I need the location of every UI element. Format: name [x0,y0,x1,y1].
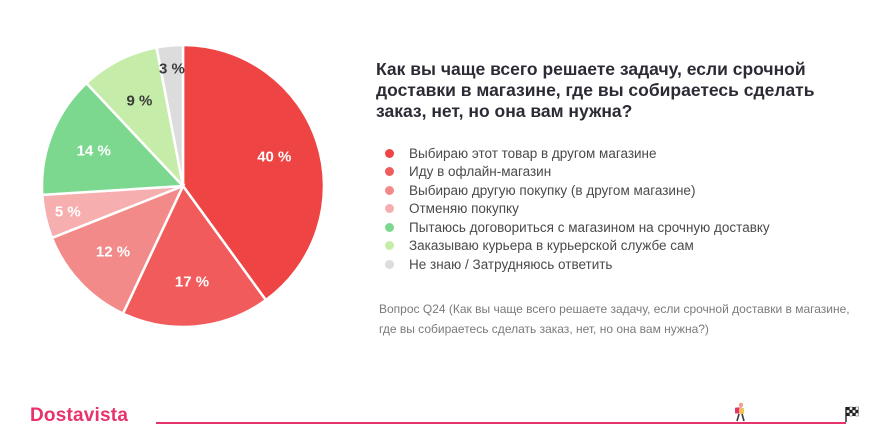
legend-item: Иду в офлайн-магазин [385,163,770,182]
question-note: Вопрос Q24 (Как вы чаще всего решаете за… [379,302,850,336]
pie-slice-3 [50,183,186,316]
pie-slice-2 [121,183,268,329]
pie-chart: 40 % 17 % 12 % 5 % 14 % 9 % 3 % [40,43,326,329]
progress-track-line [156,422,846,424]
pie-slices [40,43,326,329]
legend-item: Заказываю курьера в курьерской службе са… [385,237,770,256]
legend-label: Выбираю этот товар в другом магазине [409,145,657,161]
legend-dot-icon [385,185,394,195]
legend-dot-icon [385,204,394,214]
legend-item: Выбираю этот товар в другом магазине [385,144,770,163]
legend-dot-icon [385,148,394,158]
pie-labels: 40 % 17 % 12 % 5 % 14 % 9 % 3 % [55,61,292,291]
legend-item: Не знаю / Затрудняюсь ответить [385,255,770,274]
chart-title: Как вы чаще всего решаете задачу, если с… [376,59,815,121]
legend-label: Заказываю курьера в курьерской службе са… [409,238,694,254]
pie-slice-1 [181,43,326,302]
legend-label: Пытаюсь договориться с магазином на сроч… [409,219,770,235]
legend-dot-icon [385,167,394,177]
pie-slice-label-2: 17 % [175,274,209,291]
legend-item: Отменяю покупку [385,200,770,219]
courier-icon [735,402,745,422]
pie-slice-label-4: 5 % [55,204,81,221]
brand-logo: Dostavista [30,405,129,426]
legend-dot-icon [385,222,394,232]
pie-slice-label-7: 3 % [159,61,185,78]
pie-slice-label-1: 40 % [257,148,291,165]
legend-label: Не знаю / Затрудняюсь ответить [409,256,613,272]
legend-dot-icon [385,241,394,251]
legend-dot-icon [385,259,394,269]
legend-label: Иду в офлайн-магазин [409,164,552,180]
legend-label: Отменяю покупку [409,201,519,217]
legend-label: Выбираю другую покупку (в другом магазин… [409,182,696,198]
legend-item: Выбираю другую покупку (в другом магазин… [385,181,770,200]
pie-slice-7 [155,43,185,187]
pie-slice-label-6: 9 % [126,93,152,110]
finish-flag-icon [845,406,859,422]
legend: Выбираю этот товар в другом магазине Иду … [385,144,770,274]
legend-item: Пытаюсь договориться с магазином на сроч… [385,218,770,237]
pie-slice-label-3: 12 % [96,244,130,261]
pie-slice-5 [40,81,186,197]
pie-slice-6 [84,46,186,190]
pie-slice-label-5: 14 % [77,143,111,160]
